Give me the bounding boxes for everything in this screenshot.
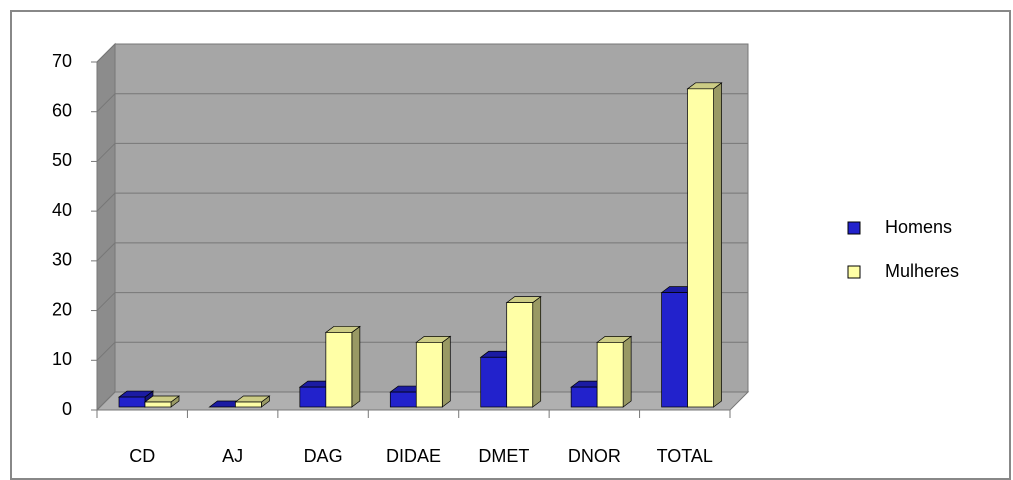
bar xyxy=(596,342,624,408)
bar xyxy=(144,401,172,408)
x-tick-label: DMET xyxy=(478,446,529,466)
bar-side xyxy=(713,82,722,408)
y-tick-label: 20 xyxy=(52,299,72,319)
legend-swatch xyxy=(847,221,861,235)
grid-line xyxy=(96,292,116,311)
bar xyxy=(661,292,688,408)
y-tick-label: 10 xyxy=(52,349,72,369)
bar xyxy=(389,391,417,408)
y-tick-label: 60 xyxy=(52,100,72,120)
bar-side xyxy=(351,325,361,408)
bar xyxy=(480,356,508,408)
grid-line xyxy=(96,341,116,361)
bar xyxy=(118,396,146,408)
bar xyxy=(570,386,598,408)
bar xyxy=(415,342,443,408)
bar xyxy=(235,401,262,408)
x-tick-label: AJ xyxy=(222,446,243,466)
bar xyxy=(506,302,534,408)
legend-label: Mulheres xyxy=(885,261,959,281)
y-tick-label: 40 xyxy=(52,200,72,220)
y-tick-label: 50 xyxy=(52,150,72,170)
x-tick-label: CD xyxy=(129,446,155,466)
y-tick-label: 30 xyxy=(52,250,72,270)
legend-swatch xyxy=(847,265,861,279)
grid-line xyxy=(96,93,116,113)
grid-line xyxy=(96,143,116,162)
grid-line xyxy=(96,192,116,212)
x-tick-label: TOTAL xyxy=(657,446,713,466)
x-tick-label: DNOR xyxy=(568,446,621,466)
bar-side xyxy=(441,335,451,408)
bar xyxy=(325,332,353,408)
grid-line xyxy=(96,391,116,411)
bar-side xyxy=(622,335,632,408)
x-tick-label: DAG xyxy=(304,446,343,466)
y-tick-label: 70 xyxy=(52,51,72,71)
side-wall xyxy=(96,42,116,412)
grid-line xyxy=(96,43,116,63)
x-tick-label: DIDAE xyxy=(386,446,441,466)
y-tick-label: 0 xyxy=(62,399,72,419)
bar xyxy=(687,88,714,408)
bar-side xyxy=(532,295,542,408)
bar xyxy=(299,386,327,408)
legend-label: Homens xyxy=(885,217,952,237)
grid-line xyxy=(96,242,116,262)
